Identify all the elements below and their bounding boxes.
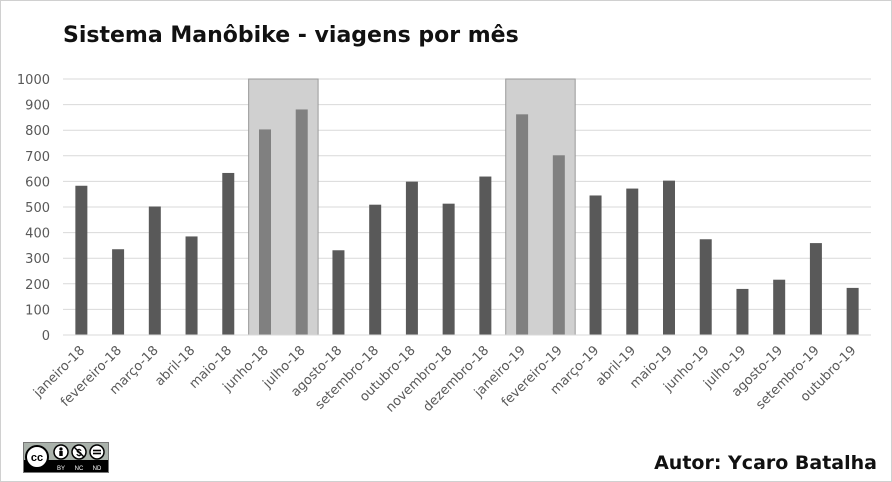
y-tick-label: 800	[25, 124, 50, 139]
bar	[259, 129, 271, 335]
y-tick-label: 400	[25, 227, 50, 242]
y-tick-label: 500	[25, 201, 50, 216]
y-tick-label: 300	[25, 252, 50, 267]
license-label-nc: NC	[75, 466, 84, 472]
y-tick-label: 100	[25, 303, 50, 318]
license-label-nd: ND	[93, 466, 102, 472]
svg-text:cc: cc	[31, 452, 43, 464]
chart-title: Sistema Manôbike - viagens por mês	[63, 23, 519, 48]
x-axis-ticks: janeiro-18fevereiro-18março-18abril-18ma…	[30, 343, 859, 415]
bars	[63, 109, 871, 336]
cc-by-nc-nd-icon: cc $ BY NC ND	[24, 443, 108, 472]
bar	[222, 172, 235, 335]
bar	[112, 249, 125, 335]
bar	[185, 236, 198, 335]
y-tick-label: 0	[42, 329, 50, 344]
bar	[369, 204, 382, 335]
bar	[846, 287, 859, 335]
bar	[552, 155, 565, 335]
bar	[516, 114, 529, 335]
cc-license-badge: cc $ BY NC ND	[23, 442, 109, 473]
bar-chart: 0 100 200 300 400 500 600 700 800 900 1000 janeiro…	[17, 73, 871, 416]
license-label-by: BY	[57, 466, 65, 472]
bar	[626, 188, 639, 335]
bar	[773, 279, 786, 335]
bar	[589, 195, 602, 335]
y-axis-ticks: 0 100 200 300 400 500 600 700 800 900 1000	[17, 73, 50, 344]
bar	[663, 180, 675, 335]
bar	[699, 239, 712, 335]
svg-text:$: $	[76, 448, 82, 459]
bar	[736, 288, 749, 335]
y-tick-label: 1000	[17, 73, 50, 88]
bar	[809, 243, 822, 335]
bar	[295, 109, 308, 336]
bar	[405, 181, 418, 335]
bar	[148, 206, 161, 335]
y-tick-label: 600	[25, 175, 50, 190]
bar	[332, 250, 345, 335]
y-tick-label: 900	[25, 99, 50, 114]
bar	[479, 176, 492, 335]
y-tick-label: 200	[25, 278, 50, 293]
bar	[442, 203, 455, 335]
y-tick-label: 700	[25, 150, 50, 165]
gridlines	[63, 78, 871, 336]
bar	[75, 185, 88, 335]
author-credit: Autor: Ycaro Batalha	[654, 452, 877, 474]
